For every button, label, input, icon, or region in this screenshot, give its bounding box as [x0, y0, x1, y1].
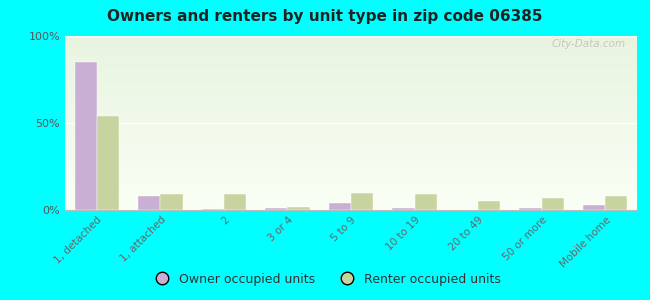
Bar — [138, 196, 161, 210]
Bar — [75, 62, 97, 210]
Bar — [161, 194, 183, 210]
Bar — [351, 193, 373, 210]
Bar — [287, 206, 309, 210]
Legend: Owner occupied units, Renter occupied units: Owner occupied units, Renter occupied un… — [144, 268, 506, 291]
Bar — [541, 198, 564, 210]
Bar — [393, 208, 415, 210]
Bar — [224, 194, 246, 210]
Bar — [478, 201, 500, 210]
Bar — [519, 208, 541, 210]
Bar — [265, 208, 287, 210]
Bar — [415, 194, 437, 210]
Text: Owners and renters by unit type in zip code 06385: Owners and renters by unit type in zip c… — [107, 9, 543, 24]
Bar — [605, 196, 627, 210]
Bar — [329, 203, 351, 210]
Bar — [583, 205, 605, 210]
Bar — [97, 116, 119, 210]
Bar — [202, 209, 224, 210]
Text: City-Data.com: City-Data.com — [551, 40, 625, 50]
